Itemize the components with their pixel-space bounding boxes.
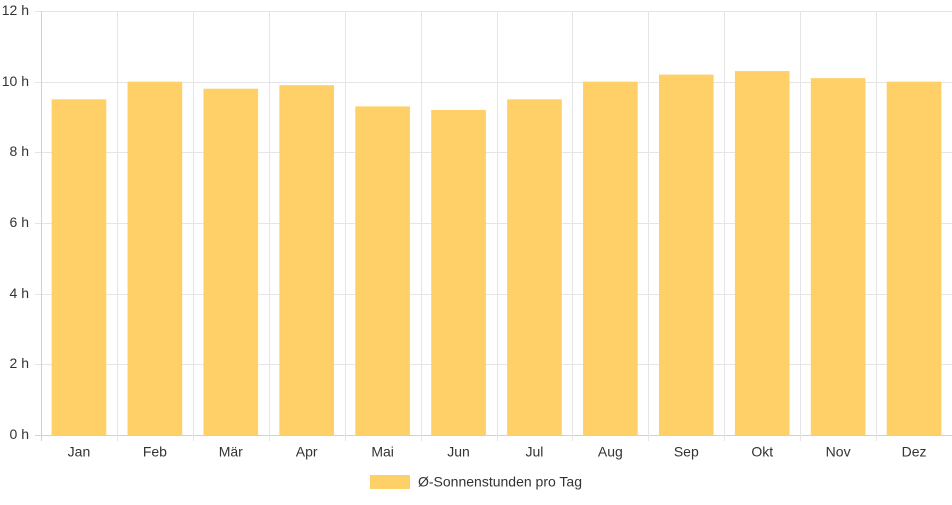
x-tick-label: Apr: [296, 444, 318, 460]
bar-mär[interactable]: [203, 88, 259, 435]
y-tick-label: 8 h: [10, 143, 29, 159]
bar-feb[interactable]: [127, 81, 183, 436]
y-tick-label: 2 h: [10, 355, 29, 371]
bar-nov[interactable]: [810, 78, 866, 435]
bar-mai[interactable]: [355, 106, 410, 436]
grid-lines: [35, 11, 952, 441]
x-tick-label: Jan: [68, 444, 91, 460]
x-tick-label: Aug: [598, 444, 623, 460]
y-tick-label: 6 h: [10, 214, 29, 230]
legend-swatch[interactable]: [370, 475, 411, 489]
legend[interactable]: Ø-Sonnenstunden pro Tag: [370, 474, 582, 490]
bar-jul[interactable]: [507, 99, 562, 435]
bars: [51, 71, 942, 436]
x-tick-label: Jun: [447, 444, 470, 460]
bar-okt[interactable]: [734, 71, 790, 436]
bar-jan[interactable]: [51, 99, 107, 435]
x-tick-label: Dez: [902, 444, 927, 460]
bar-sep[interactable]: [658, 74, 714, 435]
x-tick-label: Jul: [526, 444, 544, 460]
bar-aug[interactable]: [583, 81, 638, 436]
bar-jun[interactable]: [431, 109, 486, 435]
y-tick-label: 0 h: [10, 426, 29, 442]
x-tick-label: Feb: [143, 444, 167, 460]
x-tick-label: Okt: [751, 444, 773, 460]
legend-label[interactable]: Ø-Sonnenstunden pro Tag: [418, 474, 582, 490]
x-tick-label: Mär: [219, 444, 243, 460]
y-tick-label: 10 h: [2, 73, 29, 89]
bar-dez[interactable]: [886, 81, 942, 436]
x-tick-label: Sep: [674, 444, 699, 460]
x-tick-label: Nov: [826, 444, 851, 460]
bar-apr[interactable]: [279, 85, 335, 435]
x-tick-label: Mai: [371, 444, 394, 460]
axes: 0 h 2 h 4 h 6 h 8 h 10 h 12 h Jan Feb Mär Apr Mai Ju…: [2, 2, 927, 460]
y-tick-label: 12 h: [2, 2, 29, 18]
y-tick-label: 4 h: [10, 285, 29, 301]
